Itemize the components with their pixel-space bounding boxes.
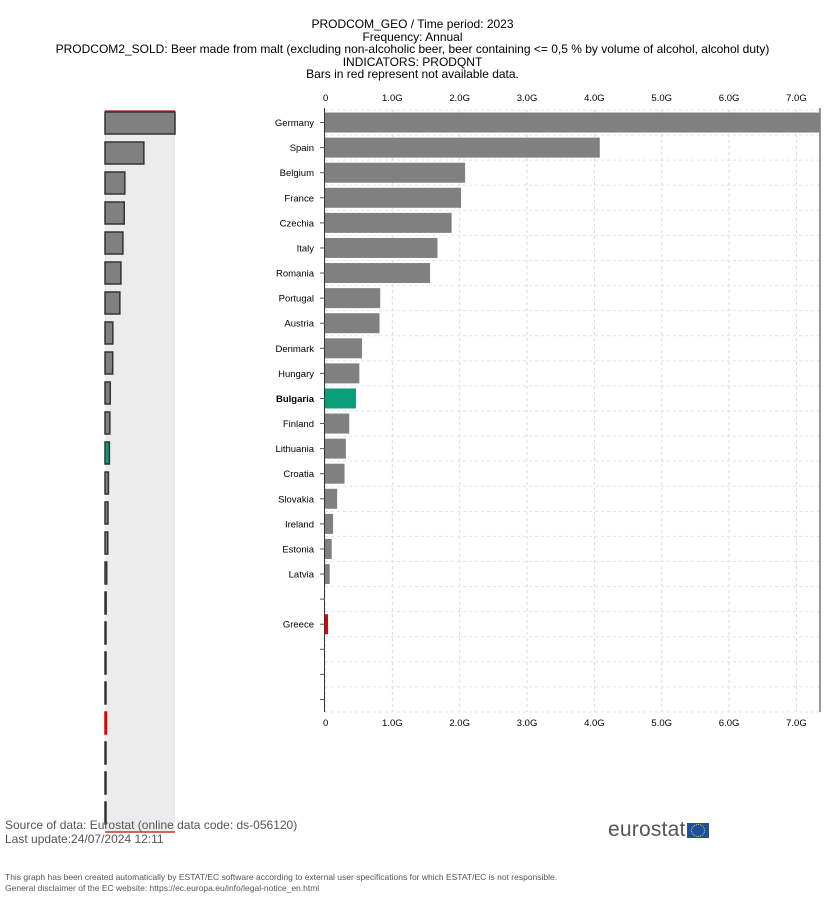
bar-estonia[interactable] xyxy=(325,538,332,559)
bar-france[interactable] xyxy=(325,187,462,208)
bar-denmark[interactable] xyxy=(325,338,363,359)
bar-bulgaria[interactable] xyxy=(325,388,356,409)
x-tick-top-6-0g: 6.0G xyxy=(719,93,740,104)
title-line-indicator: INDICATORS: PRODQNT xyxy=(342,54,483,69)
navigator-bar-14 xyxy=(104,531,109,555)
x-tick-top-3-0g: 3.0G xyxy=(517,93,538,104)
x-tick-bottom-7-0g: 7.0G xyxy=(786,718,807,729)
navigator-bar-16 xyxy=(104,591,107,615)
x-tick-bottom-2-0g: 2.0G xyxy=(449,718,470,729)
category-label-romania: Romania xyxy=(276,269,315,280)
category-label-italy: Italy xyxy=(297,243,315,254)
x-tick-top-4-0g: 4.0G xyxy=(584,93,605,104)
bar-latvia[interactable] xyxy=(325,564,330,585)
title-line-geo: PRODCOM_GEO / Time period: 2023 xyxy=(311,17,514,31)
category-label-france: France xyxy=(284,193,314,204)
navigator-bar-22 xyxy=(104,771,107,795)
navigator-bar-23 xyxy=(104,801,107,825)
bar-austria[interactable] xyxy=(325,313,380,334)
x-tick-bottom-0: 0 xyxy=(323,718,328,729)
title-line-note: Bars in red represent not available data… xyxy=(306,67,519,81)
disclaimer-line-2: General disclaimer of the EC website: ht… xyxy=(5,883,320,893)
navigator-track xyxy=(105,111,175,832)
navigator-bar-7 xyxy=(104,321,114,345)
category-label-ireland: Ireland xyxy=(285,519,314,530)
bar-slovakia[interactable] xyxy=(325,488,338,509)
navigator-bar-1 xyxy=(104,141,145,165)
x-tick-bottom-4-0g: 4.0G xyxy=(584,718,605,729)
bar-ireland[interactable] xyxy=(325,513,334,534)
x-tick-top-0: 0 xyxy=(323,93,328,104)
bar-czechia[interactable] xyxy=(325,212,452,233)
source-info: Source of data: Eurostat (online data co… xyxy=(5,818,297,846)
navigator-bar-18 xyxy=(104,651,107,675)
title-line-frequency: Frequency: Annual xyxy=(362,29,463,44)
category-label-croatia: Croatia xyxy=(283,469,314,480)
bar-portugal[interactable] xyxy=(325,288,381,309)
title-line-product: PRODCOM2_SOLD: Beer made from malt (excl… xyxy=(55,42,770,56)
eurostat-logo: eurostat xyxy=(608,818,710,842)
category-label-portugal: Portugal xyxy=(279,294,314,305)
navigator-bar-17 xyxy=(104,621,107,645)
navigator-bar-20 xyxy=(104,711,108,735)
eu-flag-icon xyxy=(687,822,710,838)
navigator-bar-8 xyxy=(104,351,114,375)
category-label-belgium: Belgium xyxy=(280,168,314,179)
navigator-bar-13 xyxy=(104,501,109,525)
category-label-estonia: Estonia xyxy=(282,544,314,555)
navigator-bar-19 xyxy=(104,681,107,705)
navigator-bar-2 xyxy=(104,171,126,195)
navigator-bar-5 xyxy=(104,261,122,285)
source-link[interactable]: Eurostat xyxy=(89,818,135,832)
bar-greece[interactable] xyxy=(325,614,328,635)
category-label-greece: Greece xyxy=(283,620,314,631)
navigator-bar-21 xyxy=(104,741,107,765)
disclaimer: This graph has been created automaticall… xyxy=(5,872,557,894)
navigator-bar-10 xyxy=(104,411,111,435)
category-label-finland: Finland xyxy=(283,419,314,430)
navigator-bar-6 xyxy=(104,291,121,315)
bar-romania[interactable] xyxy=(325,263,431,284)
x-tick-top-2-0g: 2.0G xyxy=(449,93,470,104)
bar-italy[interactable] xyxy=(325,237,438,258)
x-tick-bottom-1-0g: 1.0G xyxy=(382,718,403,729)
navigator-bar-9 xyxy=(104,381,111,405)
x-tick-bottom-3-0g: 3.0G xyxy=(517,718,538,729)
x-tick-top-7-0g: 7.0G xyxy=(786,93,807,104)
category-label-slovakia: Slovakia xyxy=(278,494,315,505)
navigator-bar-15 xyxy=(104,561,108,585)
category-label-hungary: Hungary xyxy=(278,369,314,380)
bar-hungary[interactable] xyxy=(325,363,360,384)
navigator-bar-0 xyxy=(104,111,176,135)
category-label-latvia: Latvia xyxy=(289,570,315,581)
category-label-denmark: Denmark xyxy=(275,344,314,355)
last-update: Last update:24/07/2024 12:11 xyxy=(5,832,164,846)
source-suffix: (online data code: ds-056120) xyxy=(134,818,298,832)
logo-text: eurostat xyxy=(608,818,686,841)
navigator-bar-12 xyxy=(104,471,110,495)
category-label-spain: Spain xyxy=(290,143,314,154)
bar-germany[interactable] xyxy=(325,112,820,133)
bar-finland[interactable] xyxy=(325,413,350,434)
x-tick-bottom-6-0g: 6.0G xyxy=(719,718,740,729)
x-tick-top-5-0g: 5.0G xyxy=(651,93,672,104)
chart-title-block: PRODCOM_GEO / Time period: 2023 Frequenc… xyxy=(0,18,825,81)
bar-lithuania[interactable] xyxy=(325,438,346,459)
bar-croatia[interactable] xyxy=(325,463,345,484)
source-prefix: Source of data: xyxy=(5,818,90,832)
bar-spain[interactable] xyxy=(325,137,600,158)
x-tick-top-1-0g: 1.0G xyxy=(382,93,403,104)
navigator-bar-3 xyxy=(104,201,125,225)
bar-belgium[interactable] xyxy=(325,162,466,183)
navigator-bar-4 xyxy=(104,231,124,255)
category-label-lithuania: Lithuania xyxy=(275,444,314,455)
x-tick-bottom-5-0g: 5.0G xyxy=(651,718,672,729)
category-label-czechia: Czechia xyxy=(280,218,315,229)
disclaimer-line-1: This graph has been created automaticall… xyxy=(5,872,558,882)
category-label-germany: Germany xyxy=(275,118,314,129)
category-label-austria: Austria xyxy=(284,319,314,330)
category-label-bulgaria: Bulgaria xyxy=(276,394,315,405)
navigator-bar-11 xyxy=(104,441,111,465)
